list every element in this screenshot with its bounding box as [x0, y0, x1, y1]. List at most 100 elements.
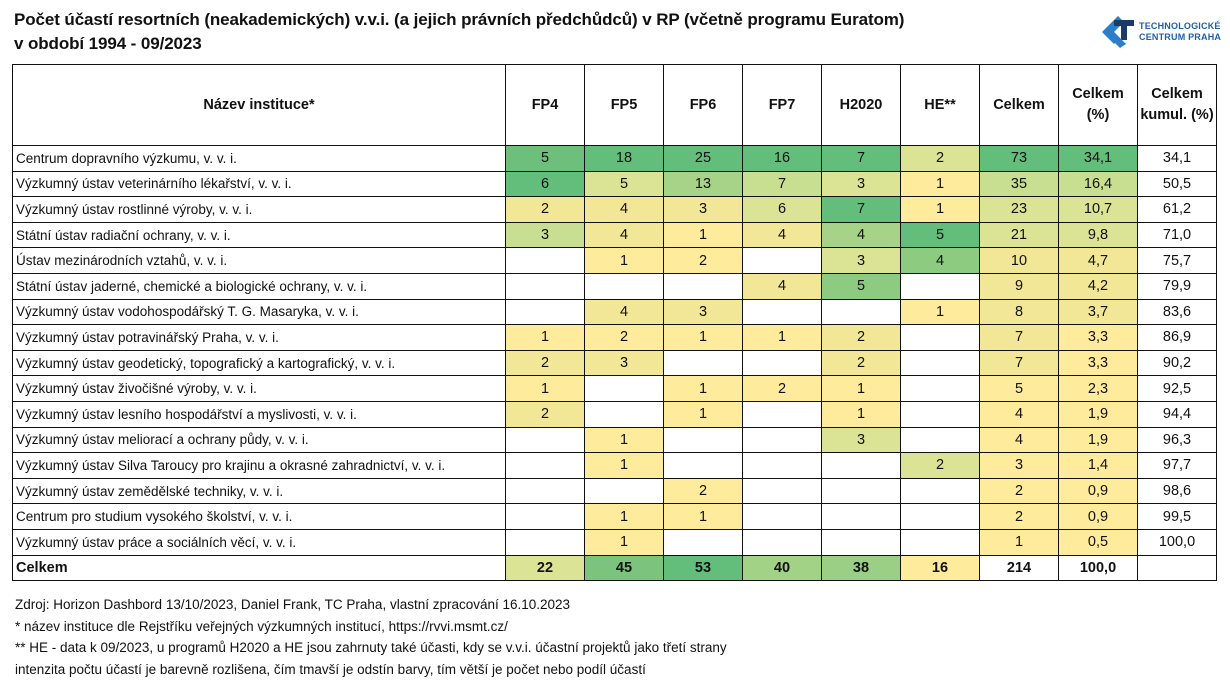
source-note: Zdroj: Horizon Dashbord 13/10/2023, Dani… [15, 597, 571, 612]
cell-pct: 0,5 [1058, 528, 1138, 556]
institution-name: Výzkumný ústav zemědělské techniky, v. v… [12, 477, 506, 505]
page-title: Počet účastí resortních (neakademických)… [14, 8, 904, 56]
cell-celkem: 73 [979, 145, 1059, 172]
total-label: Celkem [12, 554, 506, 582]
table-row: Výzkumný ústav živočišné výroby, v. v. i… [12, 375, 1217, 402]
cell-cum: 94,4 [1137, 400, 1217, 428]
table-row: Centrum pro studium vysokého školství, v… [12, 503, 1217, 530]
cell-pct: 4,2 [1058, 272, 1138, 300]
cell-FP7: 7 [742, 170, 822, 198]
cell-pct: 3,3 [1058, 349, 1138, 377]
cell-H2020: 7 [821, 196, 901, 223]
institution-name: Výzkumný ústav živočišné výroby, v. v. i… [12, 375, 506, 402]
table-row: Výzkumný ústav vodohospodářský T. G. Mas… [12, 298, 1217, 326]
cell-FP5: 1 [584, 503, 664, 530]
column-header-FP7: FP7 [742, 64, 822, 146]
cell-celkem: 35 [979, 170, 1059, 198]
cell-FP6: 3 [663, 298, 743, 326]
column-header-cum: Celkem kumul. (%) [1137, 64, 1217, 146]
cell-FP7 [742, 503, 822, 530]
cell-cum: 97,7 [1137, 452, 1217, 479]
table-row: Výzkumný ústav veterinárního lékařství, … [12, 170, 1217, 198]
cell-FP6: 2 [663, 477, 743, 505]
cell-FP7: 2 [742, 375, 822, 402]
cell-cum: 90,2 [1137, 349, 1217, 377]
column-header-FP5: FP5 [584, 64, 664, 146]
cell-FP6: 25 [663, 145, 743, 172]
institution-name: Výzkumný ústav práce a sociálních věcí, … [12, 528, 506, 556]
cell-H2020: 5 [821, 272, 901, 300]
cell-H2020 [821, 298, 901, 326]
institution-name: Státní ústav radiační ochrany, v. v. i. [12, 221, 506, 249]
cell-celkem: 1 [979, 528, 1059, 556]
cell-HE: 4 [900, 247, 980, 274]
column-header-pct: Celkem (%) [1058, 64, 1138, 146]
column-header-celkem: Celkem [979, 64, 1059, 146]
cell-FP4: 2 [505, 196, 585, 223]
cell-celkem: 7 [979, 349, 1059, 377]
cell-H2020: 3 [821, 170, 901, 198]
table-row: Výzkumný ústav geodetický, topografický … [12, 349, 1217, 377]
column-header-name: Název instituce* [12, 64, 506, 146]
cell-FP4: 1 [505, 324, 585, 351]
cell-FP5: 18 [584, 145, 664, 172]
cell-pct: 4,7 [1058, 247, 1138, 274]
footnotes: Zdroj: Horizon Dashbord 13/10/2023, Dani… [15, 594, 727, 680]
cell-celkem: 3 [979, 452, 1059, 479]
cell-celkem: 8 [979, 298, 1059, 326]
table-row: Výzkumný ústav potravinářský Praha, v. v… [12, 324, 1217, 351]
cell-FP7: 4 [742, 272, 822, 300]
cell-celkem: 10 [979, 247, 1059, 274]
cell-cum: 83,6 [1137, 298, 1217, 326]
cell-FP5: 3 [584, 349, 664, 377]
cell-H2020 [821, 503, 901, 530]
cell-HE [900, 272, 980, 300]
cell-FP4: 2 [505, 400, 585, 428]
institution-name: Výzkumný ústav veterinárního lékařství, … [12, 170, 506, 198]
column-header-FP4: FP4 [505, 64, 585, 146]
cell-FP5: 2 [584, 324, 664, 351]
logo-line-1: TECHNOLOGICKÉ [1139, 21, 1221, 31]
tc-praha-logo-icon [1102, 16, 1134, 48]
cell-FP5 [584, 272, 664, 300]
cell-H2020: 7 [821, 145, 901, 172]
cell-cum: 99,5 [1137, 503, 1217, 530]
cell-FP4 [505, 426, 585, 454]
column-header-HE: HE** [900, 64, 980, 146]
cell-celkem: 2 [979, 503, 1059, 530]
cell-FP5 [584, 400, 664, 428]
cell-FP5 [584, 375, 664, 402]
cell-cum: 61,2 [1137, 196, 1217, 223]
cell-FP4 [505, 298, 585, 326]
cell-celkem: 2 [979, 477, 1059, 505]
logo-line-2: CENTRUM PRAHA [1139, 32, 1222, 42]
cell-pct: 0,9 [1058, 503, 1138, 530]
total-cell-cum [1137, 554, 1217, 582]
cell-pct: 10,7 [1058, 196, 1138, 223]
cell-FP5 [584, 477, 664, 505]
cell-cum: 71,0 [1137, 221, 1217, 249]
cell-H2020 [821, 477, 901, 505]
cell-HE [900, 324, 980, 351]
cell-pct: 34,1 [1058, 145, 1138, 172]
cell-pct: 1,4 [1058, 452, 1138, 479]
table-row: Výzkumný ústav meliorací a ochrany půdy,… [12, 426, 1217, 454]
cell-FP6: 13 [663, 170, 743, 198]
cell-FP6 [663, 349, 743, 377]
cell-FP6: 1 [663, 503, 743, 530]
cell-FP6: 3 [663, 196, 743, 223]
cell-pct: 0,9 [1058, 477, 1138, 505]
cell-FP7 [742, 349, 822, 377]
cell-HE: 1 [900, 298, 980, 326]
cell-HE: 1 [900, 196, 980, 223]
cell-H2020: 2 [821, 324, 901, 351]
cell-FP5: 1 [584, 452, 664, 479]
cell-HE [900, 426, 980, 454]
cell-cum: 100,0 [1137, 528, 1217, 556]
header-row: Název instituce* FP4 FP5 FP6 FP7 H2020 HE** Cel… [12, 64, 1217, 146]
cell-FP7: 1 [742, 324, 822, 351]
institution-name: Centrum dopravního výzkumu, v. v. i. [12, 145, 506, 172]
total-cell-HE: 16 [900, 554, 980, 582]
footnote-color: intenzita počtu účastí je barevně rozliš… [15, 661, 646, 677]
cell-celkem: 9 [979, 272, 1059, 300]
